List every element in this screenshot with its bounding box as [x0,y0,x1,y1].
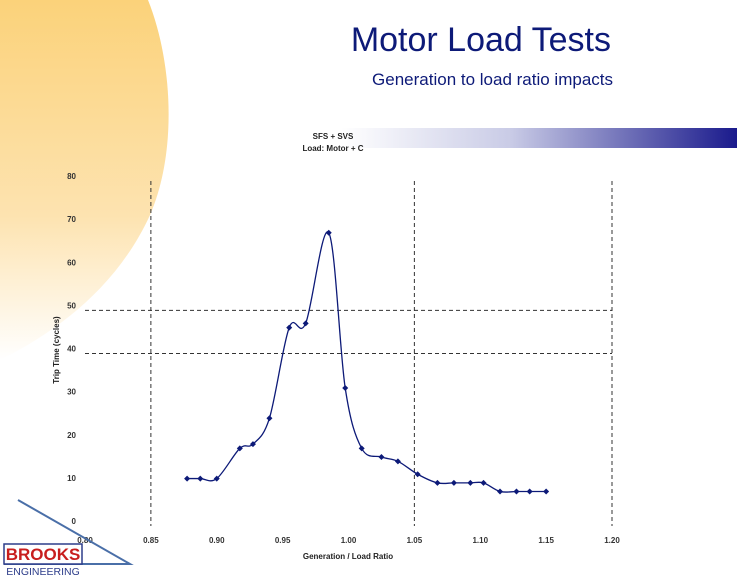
data-point-marker [184,475,191,482]
slide-title: Motor Load Tests [350,21,611,59]
data-point-marker [249,441,256,448]
y-tick-label: 40 [67,345,76,354]
data-point-marker [266,415,273,422]
x-tick-label: 1.00 [341,536,357,545]
y-tick-label: 50 [67,301,76,310]
series-line [187,231,547,493]
data-point-marker [358,445,365,452]
x-tick-label: 0.95 [275,536,291,545]
data-point-marker [302,320,309,327]
data-point-marker [342,385,349,391]
data-point-marker [450,479,457,486]
data-point-marker [480,479,487,486]
y-tick-label: 0 [72,517,77,526]
y-tick-label: 10 [67,474,76,483]
y-axis-label: Trip Time (cycles) [52,316,61,384]
data-point-marker [325,229,332,236]
slide-subtitle: Generation to load ratio impacts [372,70,613,89]
data-point-marker [526,488,533,495]
x-tick-label: 0.85 [143,536,159,545]
header-gradient-band [172,128,737,148]
data-point-marker [543,488,550,495]
logo-box [3,543,83,565]
data-point-marker [213,475,220,482]
data-point-marker [414,471,421,478]
data-point-marker [513,488,520,495]
x-axis-label: Generation / Load Ratio [303,552,393,561]
data-point-marker [467,479,474,486]
data-point-marker [434,479,441,486]
data-point-marker [197,475,204,482]
x-tick-label: 1.15 [538,536,554,545]
y-tick-label: 70 [67,215,76,224]
x-tick-label: 0.90 [209,536,225,545]
slide-header: Motor Load Tests Generation to load rati… [350,20,613,92]
chart-title-line: Load: Motor + C [302,144,363,153]
x-tick-label: 1.05 [407,536,423,545]
y-tick-label: 20 [67,431,76,440]
data-point-marker [286,324,293,331]
swoosh-shape [0,0,169,360]
y-tick-label: 60 [67,258,76,267]
x-tick-label: 0.80 [77,536,93,545]
decorative-swoosh [0,0,169,360]
chart-title-line: SFS + SVS [313,132,354,141]
x-tick-label: 1.10 [472,536,488,545]
logo-name: BROOKS [6,545,81,564]
x-tick-label: 1.20 [604,536,620,545]
data-point-marker [394,458,401,465]
brooks-logo: BROOKS ENGINEERING [3,499,134,576]
logo-tagline: ENGINEERING [6,566,80,576]
data-point-marker [497,488,504,495]
data-point-marker [378,454,385,460]
data-point-marker [236,445,243,452]
y-tick-label: 30 [67,388,76,397]
y-tick-label: 80 [67,172,76,181]
